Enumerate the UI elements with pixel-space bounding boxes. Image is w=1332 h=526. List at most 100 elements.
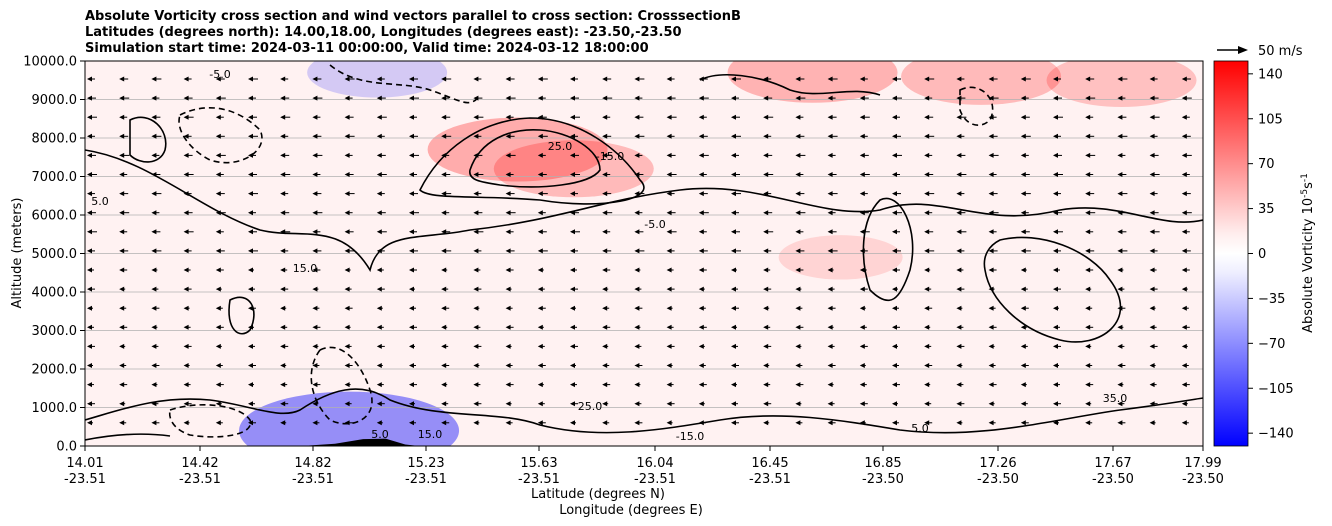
wind-arrow-383 [1149,267,1157,273]
wind-arrow-599 [215,401,222,407]
vorticity-patch-5 [901,61,1062,105]
wind-arrow-638 [344,420,353,426]
wind-arrow-326 [441,248,452,254]
wind-arrow-243 [1149,191,1158,197]
wind-arrow-264 [698,210,709,216]
wind-arrow-119 [537,133,548,139]
wind-arrow-100 [1053,114,1063,120]
wind-arrow-328 [505,248,515,254]
wind-arrow-355 [248,267,254,273]
wind-arrow-361 [441,267,448,273]
terrain [301,438,420,446]
wind-arrow-170 [1053,152,1062,158]
wind-arrow-165 [892,152,902,158]
contour-label: -15.0 [676,430,704,443]
wind-arrow-453 [1149,305,1156,311]
wind-arrow-631 [119,420,127,426]
wind-arrow-262 [634,210,643,216]
wind-arrow-163 [827,152,836,158]
wind-arrow-536 [441,363,450,368]
wind-arrow-89 [698,114,707,120]
wind-arrow-616 [763,401,772,407]
wind-arrow-633 [183,420,190,426]
wind-arrow-30 [1053,76,1061,82]
x-tick-label-lon: -23.50 [1092,472,1134,487]
wind-arrow-588 [988,382,997,388]
wind-arrow-373 [827,267,834,273]
wind-arrow-251 [280,210,290,216]
wind-arrow-346 [1085,248,1095,254]
wind-arrow-436 [602,305,610,311]
wind-arrow-459 [215,324,224,330]
wind-arrow-20 [731,76,741,82]
wind-arrow-208 [1149,172,1160,177]
wind-arrow-548 [827,363,836,368]
wind-arrow-102 [1117,114,1127,120]
wind-arrow-620 [892,401,898,407]
wind-arrow-103 [1149,114,1160,120]
x-tick-label-lat: 15.63 [520,456,557,471]
wind-arrow-53 [666,95,676,101]
wind-arrow-61 [924,95,933,101]
wind-arrow-290 [409,229,417,235]
wind-arrow-108 [183,133,192,139]
x-tick-label-lat: 16.04 [636,456,673,471]
wind-arrow-584 [859,382,867,388]
wind-arrow-140 [87,152,96,158]
wind-arrow-49 [537,95,546,101]
wind-arrow-219 [376,191,385,197]
wind-arrow-21 [763,76,772,82]
wind-key-arrowhead-icon [1238,46,1248,54]
wind-arrow-150 [409,152,419,158]
wind-arrow-205 [1053,172,1063,177]
wind-arrow-462 [312,324,321,330]
wind-arrow-18 [666,76,675,82]
wind-arrow-534 [376,363,383,368]
wind-arrow-368 [666,267,674,273]
wind-arrow-139 [1181,133,1191,139]
wind-arrow-585 [892,382,900,388]
wind-arrow-493 [183,343,192,349]
wind-arrow-246 [119,210,130,216]
wind-arrow-654 [859,420,866,426]
wind-arrow-624 [1020,401,1028,407]
wind-arrow-353 [183,267,191,273]
wind-arrow-287 [312,229,321,235]
wind-arrow-445 [892,305,899,311]
wind-arrow-443 [827,305,836,311]
wind-arrow-79 [376,114,387,120]
wind-arrow-126 [763,133,772,139]
wind-arrow-297 [634,229,644,235]
wind-arrow-486 [1085,324,1094,330]
wind-arrow-357 [312,267,321,273]
wind-arrow-276 [1085,210,1096,216]
contour-label: 25.0 [548,140,573,153]
wind-arrow-6 [280,76,289,82]
wind-arrow-130 [892,133,901,139]
wind-arrow-207 [1117,172,1127,177]
wind-arrow-582 [795,382,804,388]
wind-arrow-291 [441,229,451,235]
wind-arrow-77 [312,114,321,120]
wind-arrow-571 [441,382,448,388]
contour-line-negative-0 [178,107,263,164]
wind-arrow-555 [1053,363,1059,368]
wind-arrow-233 [827,191,838,197]
wind-arrow-317 [151,248,162,254]
wind-arrow-507 [634,343,642,349]
wind-arrow-249 [215,210,226,216]
wind-arrow-618 [827,401,835,407]
wind-arrow-11 [441,76,452,82]
wind-arrow-652 [795,420,803,426]
contour-label: -15.0 [596,150,624,163]
wind-arrow-597 [151,401,159,407]
vorticity-patch-4 [727,61,898,103]
wind-arrow-645 [570,420,576,426]
wind-arrow-78 [344,114,354,120]
wind-arrow-593 [1149,382,1157,388]
wind-arrow-572 [473,382,481,388]
wind-arrow-110 [248,133,258,139]
wind-arrow-313 [1149,229,1160,235]
wind-arrow-653 [827,420,836,426]
wind-arrow-34 [1181,76,1191,82]
